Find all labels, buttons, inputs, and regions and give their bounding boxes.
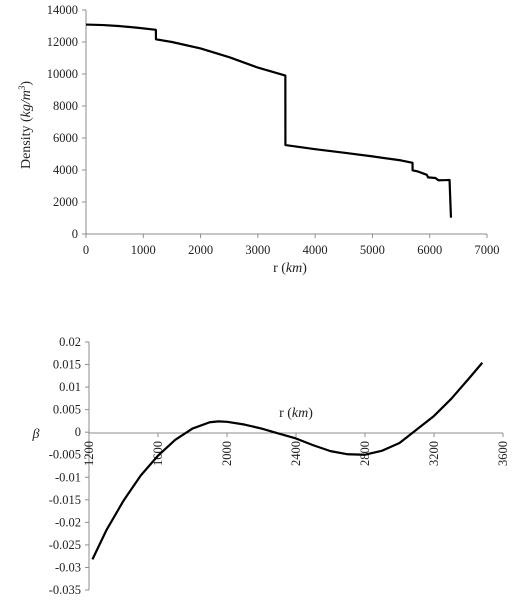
density-y-ticks: 0 2000 4000 6000 8000 10000 12000 14000	[47, 3, 86, 241]
x-tick-label: 2400	[289, 441, 303, 466]
y-tick-label: 0.005	[53, 403, 81, 417]
x-tick-label: 3600	[496, 441, 510, 466]
y-tick-label: 10000	[47, 67, 78, 81]
beta-y-ticks: 0.02 0.015 0.01 0.005 0 -0.005 -0.01 -0.015 -0.0…	[49, 335, 89, 597]
y-tick-label: -0.03	[55, 560, 81, 574]
x-tick-label: 4000	[303, 243, 328, 257]
y-tick-label: 14000	[47, 3, 78, 17]
y-tick-label: -0.025	[49, 538, 81, 552]
x-tick-label: 3200	[427, 441, 441, 466]
density-y-axis-title: Density (kg/m3)	[17, 81, 34, 169]
x-tick-label: 0	[83, 243, 89, 257]
x-tick-label: 2800	[358, 441, 372, 466]
x-tick-label: 7000	[475, 243, 500, 257]
density-xlabel: r (km)	[273, 261, 307, 276]
y-tick-label: 0.01	[59, 380, 81, 394]
y-tick-label: 0	[72, 227, 78, 241]
x-tick-label: 6000	[417, 243, 442, 257]
y-tick-label: -0.02	[55, 515, 81, 529]
y-tick-label: 0	[75, 425, 81, 439]
y-tick-label: 4000	[53, 163, 78, 177]
x-tick-label: 1200	[82, 441, 96, 466]
beta-xlabel: r (km)	[279, 406, 313, 421]
y-tick-label: 8000	[53, 99, 78, 113]
y-tick-label: 2000	[53, 195, 78, 209]
y-tick-label: 12000	[47, 35, 78, 49]
y-tick-label: -0.015	[49, 493, 81, 507]
y-tick-label: -0.005	[49, 448, 81, 462]
beta-series-line	[91, 362, 484, 560]
density-series-line	[85, 23, 453, 218]
y-tick-label: -0.035	[49, 583, 81, 597]
x-tick-label: 1000	[131, 243, 156, 257]
x-tick-label: 3000	[245, 243, 270, 257]
beta-chart: β 0.02 0.015 0.01 0.005 0 -0.005 -0.01 -0.015 -0…	[32, 335, 510, 597]
y-tick-label: 0.02	[59, 335, 81, 349]
y-tick-label: 0.015	[53, 358, 81, 372]
density-ylabel: Density (kg/m3)	[17, 81, 34, 169]
y-tick-label: -0.01	[55, 470, 81, 484]
x-tick-label: 2000	[220, 441, 234, 466]
beta-ylabel: β	[32, 427, 40, 442]
x-tick-label: 5000	[360, 243, 385, 257]
density-x-ticks: 0 1000 2000 3000 4000 5000 6000 7000	[83, 234, 500, 257]
y-tick-label: 6000	[53, 131, 78, 145]
x-tick-label: 2000	[188, 243, 213, 257]
density-chart: Density (kg/m3) 020004000600080001000012…	[17, 3, 500, 276]
